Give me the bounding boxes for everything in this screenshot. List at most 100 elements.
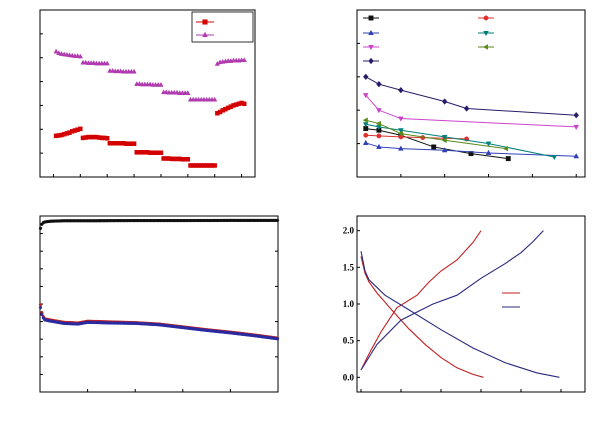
data-point	[40, 312, 44, 317]
y-tick-label: 0.5	[343, 336, 355, 346]
legend-marker	[202, 19, 208, 25]
plot-frame	[356, 9, 586, 178]
legend	[191, 11, 254, 43]
data-point	[441, 98, 448, 105]
data-point	[131, 68, 137, 74]
series-1	[360, 230, 560, 378]
data-point	[53, 48, 59, 54]
series-line	[365, 94, 577, 128]
data-point	[573, 124, 580, 131]
data-point	[505, 156, 511, 162]
series-line	[365, 142, 577, 157]
panel-a	[39, 9, 256, 178]
legend-frame	[191, 11, 254, 43]
data-point	[131, 141, 137, 146]
data-point	[362, 93, 369, 99]
data-point	[362, 117, 368, 124]
data-point	[56, 50, 62, 56]
data-point	[441, 147, 448, 153]
data-point	[77, 53, 83, 59]
data-point	[398, 128, 404, 134]
legend-marker	[202, 31, 208, 38]
series-2	[38, 305, 280, 341]
legend-marker	[368, 57, 374, 65]
data-point	[485, 141, 492, 147]
voltage-curve	[360, 230, 544, 371]
y-tick-label: 2.0	[343, 226, 355, 236]
data-point	[463, 105, 470, 112]
legend	[502, 292, 520, 308]
data-point	[376, 80, 382, 88]
series-line	[365, 123, 555, 158]
data-point	[375, 120, 381, 127]
data-point	[104, 60, 110, 66]
series-mlib	[53, 48, 247, 102]
data-point	[275, 337, 280, 341]
data-point	[376, 133, 382, 139]
data-point	[573, 153, 580, 159]
y-tick-label: 0.0	[343, 372, 355, 382]
data-point	[551, 154, 558, 161]
data-point	[275, 218, 280, 223]
data-point	[398, 116, 404, 122]
data-point	[398, 145, 404, 151]
data-point	[376, 143, 382, 149]
data-point	[38, 226, 43, 230]
data-point	[502, 145, 509, 152]
series-line	[365, 119, 507, 150]
data-point	[441, 134, 448, 141]
data-point	[185, 90, 191, 95]
voltage-curve	[360, 251, 560, 378]
voltage-curve	[360, 230, 482, 371]
legend-marker	[482, 44, 489, 50]
panel-c	[38, 215, 280, 393]
plot-frame	[356, 215, 586, 393]
series-5	[362, 117, 509, 152]
plot-frame	[39, 9, 256, 178]
panel-b	[356, 9, 586, 178]
data-point	[573, 111, 579, 119]
series-4	[362, 93, 580, 131]
series-mrb	[53, 100, 247, 168]
legend-marker	[483, 15, 489, 21]
data-point	[397, 130, 403, 137]
data-point	[363, 73, 369, 81]
data-point	[78, 126, 83, 132]
data-point	[104, 136, 110, 141]
series-0	[360, 230, 484, 378]
series-3	[362, 122, 558, 161]
data-point	[212, 96, 218, 102]
series-0	[38, 218, 280, 230]
legend	[363, 15, 494, 65]
data-point	[185, 157, 191, 162]
plot-frame	[39, 215, 279, 393]
voltage-curve	[360, 256, 484, 378]
data-point	[376, 108, 382, 114]
data-point	[241, 57, 247, 63]
series-1	[363, 132, 470, 142]
series-line	[365, 76, 577, 116]
y-tick-label: 1.5	[343, 262, 355, 272]
series-2	[362, 139, 580, 159]
data-point	[38, 305, 43, 310]
data-point	[431, 144, 437, 150]
data-point	[158, 81, 164, 87]
data-point	[38, 303, 43, 307]
data-point	[363, 132, 369, 138]
legend-marker	[368, 29, 374, 36]
series-6	[363, 73, 579, 119]
data-point	[158, 150, 164, 155]
legend-marker	[368, 44, 374, 51]
data-point	[362, 122, 369, 128]
y-tick-label: 1.0	[343, 299, 355, 309]
panel-d: 0.0 0.5 1.0 1.5 2.0	[343, 215, 586, 393]
legend-marker	[368, 15, 374, 21]
data-point	[212, 163, 217, 168]
data-point	[398, 86, 404, 94]
data-point	[242, 101, 247, 107]
data-point	[441, 137, 447, 144]
data-point	[485, 149, 492, 155]
data-point	[362, 139, 369, 145]
legend-marker	[483, 30, 489, 37]
